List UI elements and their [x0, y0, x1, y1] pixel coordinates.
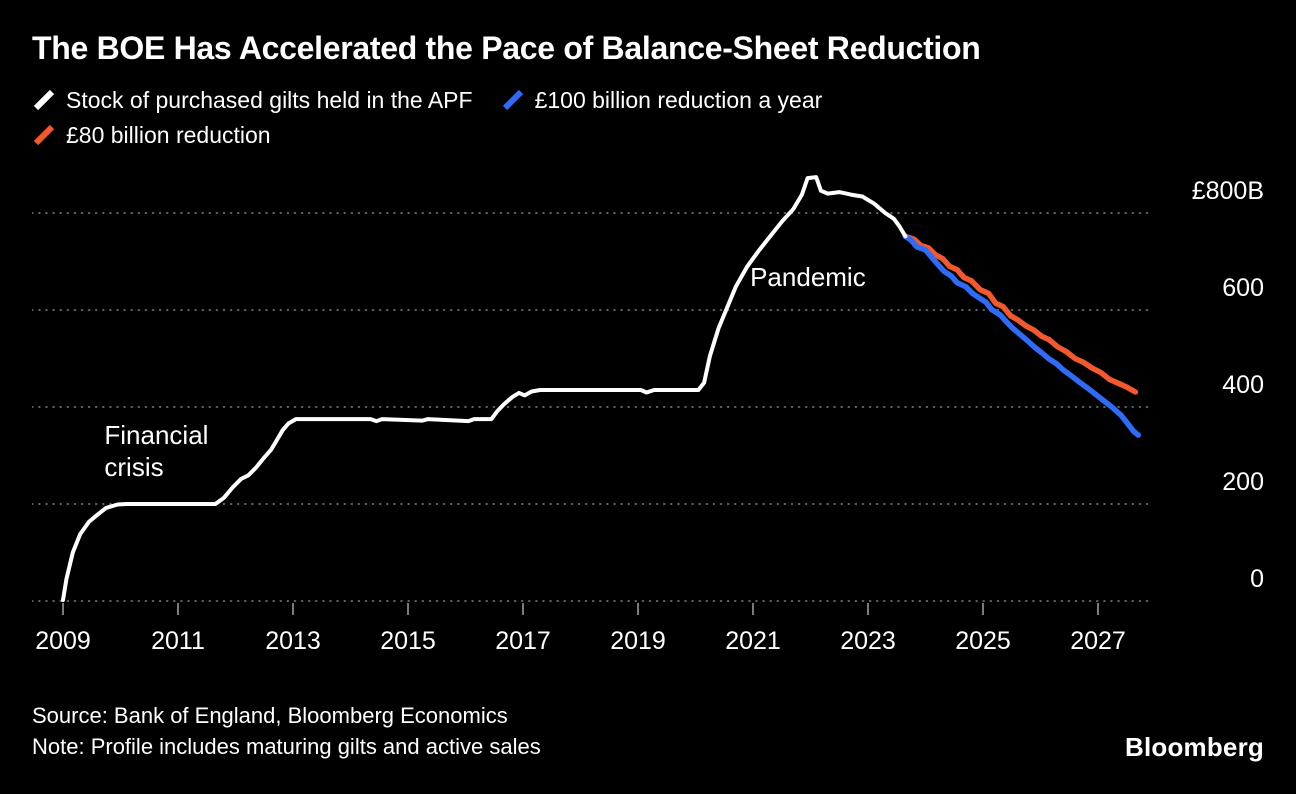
y-axis-label-600: 600 — [1222, 274, 1264, 302]
series-line-reduction-100 — [902, 233, 1142, 438]
x-axis-label-2013: 2013 — [265, 627, 321, 655]
x-axis-label-2009: 2009 — [35, 627, 91, 655]
legend-label-80b-reduction: £80 billion reduction — [66, 121, 271, 148]
legend: Stock of purchased gilts held in the APF… — [32, 83, 1264, 153]
annotation-financial-crisis: crisis — [104, 452, 163, 482]
chart-area: 0 200 400 600 £800B 2009 2011 2013 2015 2017 2019 2… — [31, 171, 1264, 676]
series-line-apf-stock — [61, 174, 908, 602]
y-axis-label-200: 200 — [1222, 468, 1264, 496]
legend-label-100b-reduction: £100 billion reduction a year — [534, 86, 823, 113]
chart-title: The BOE Has Accelerated the Pace of Bala… — [32, 30, 981, 66]
annotation-financial-crisis: Financial — [104, 420, 208, 450]
x-axis-label-2025: 2025 — [955, 627, 1011, 655]
legend-slash-icon — [33, 90, 55, 111]
legend-row-1: Stock of purchased gilts held in the APF… — [32, 83, 1264, 118]
y-axis-label-400: 400 — [1222, 371, 1264, 399]
source-text: Source: Bank of England, Bloomberg Econo… — [32, 702, 508, 728]
legend-slash-icon — [33, 125, 55, 146]
footer: Source: Bank of England, Bloomberg Econo… — [32, 700, 1264, 762]
x-axis-label-2023: 2023 — [840, 627, 896, 655]
x-axis-label-2021: 2021 — [725, 627, 781, 655]
x-axis-label-2027: 2027 — [1070, 627, 1126, 655]
legend-label-apf-stock: Stock of purchased gilts held in the APF — [66, 86, 473, 113]
series-line-reduction-80 — [902, 233, 1139, 395]
legend-row-2: £80 billion reduction — [32, 118, 1264, 153]
x-axis-label-2011: 2011 — [151, 627, 205, 655]
x-axis-label-2017: 2017 — [495, 627, 551, 655]
x-axis-label-2015: 2015 — [380, 627, 436, 655]
legend-slash-icon — [502, 90, 523, 111]
legend-item-apf-stock: Stock of purchased gilts held in the APF — [32, 87, 473, 114]
credits: Source: Bank of England, Bloomberg Econo… — [32, 700, 541, 762]
legend-item-100b-reduction: £100 billion reduction a year — [501, 86, 823, 114]
legend-item-80b-reduction: £80 billion reduction — [32, 122, 271, 149]
note-text: Note: Profile includes maturing gilts an… — [32, 733, 541, 759]
y-axis-label-800: £800B — [1192, 177, 1264, 205]
x-axis-label-2019: 2019 — [610, 627, 666, 655]
line-chart: 0 200 400 600 £800B 2009 2011 2013 2015 2017 2019 2… — [31, 174, 1264, 655]
annotation-pandemic: Pandemic — [750, 262, 866, 292]
y-axis-label-0: 0 — [1250, 565, 1264, 593]
bloomberg-logo: Bloomberg — [1124, 731, 1264, 762]
